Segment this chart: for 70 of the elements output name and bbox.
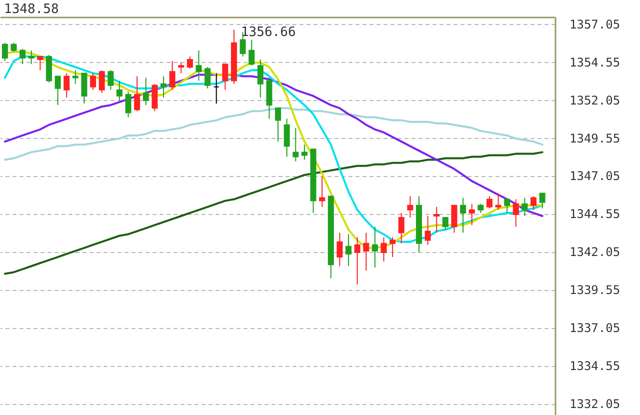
candlestick [152, 83, 158, 112]
candlestick [354, 236, 360, 285]
candlestick [336, 232, 343, 267]
candlestick [37, 56, 44, 71]
candlestick [460, 197, 466, 234]
line-series [4, 151, 544, 275]
candlestick [213, 72, 220, 104]
candlestick [116, 80, 122, 102]
y-tick-label: 1337.05 [570, 321, 620, 336]
y-tick-label: 1347.05 [570, 169, 620, 184]
candlestick [495, 192, 502, 210]
candlestick [478, 203, 484, 214]
candlestick [522, 197, 528, 216]
candlestick [442, 217, 448, 230]
candlestick [390, 236, 396, 258]
y-tick-label: 1357.05 [570, 17, 620, 32]
candlestick [134, 76, 140, 112]
y-tick-label: 1354.55 [570, 55, 620, 70]
candlestick [424, 216, 431, 246]
candlestick [186, 56, 193, 70]
candlestick [2, 42, 8, 62]
candlestick [398, 212, 404, 244]
candlestick [28, 50, 34, 65]
candlestick [108, 70, 114, 90]
candlestick [346, 234, 352, 267]
candlestick [20, 48, 26, 65]
y-tick-label: 1342.05 [570, 245, 620, 260]
candlestick [257, 59, 264, 98]
text: 1348.58 [4, 2, 59, 17]
candlestick [539, 192, 546, 209]
candlestick [142, 77, 149, 106]
candlestick [380, 236, 387, 262]
candlestick [363, 232, 370, 272]
candlestick [81, 72, 88, 104]
candlestick [275, 108, 282, 142]
line-series [4, 107, 544, 161]
candlestick [169, 60, 176, 90]
candlestick [319, 176, 326, 208]
candlestick [98, 70, 105, 94]
candlestick [486, 196, 492, 209]
annotation: 1356.66 [240, 24, 296, 40]
candlestick [284, 118, 290, 158]
candlestick [292, 127, 299, 162]
candlestick [64, 72, 70, 98]
candlestick [90, 72, 96, 90]
candlestick [222, 64, 228, 90]
candlestick [178, 62, 184, 74]
y-tick-label: 1349.55 [570, 131, 620, 146]
y-tick-label: 1344.55 [570, 207, 620, 222]
candlestick [125, 90, 132, 118]
candlestick [301, 144, 308, 160]
candlestick [407, 196, 414, 218]
y-tick-label: 1352.05 [570, 93, 620, 108]
candlestick [248, 39, 255, 66]
candlestick [504, 198, 510, 214]
candlestick [434, 206, 440, 234]
candlestick [512, 198, 519, 228]
candlestick [196, 50, 202, 82]
y-tick-label: 1332.05 [570, 397, 620, 412]
candlestick [372, 226, 378, 268]
candlestick [160, 76, 167, 98]
y-tick-label: 1334.55 [570, 359, 620, 374]
candlestick [54, 76, 61, 106]
candlestick [468, 203, 475, 226]
candlestick [530, 196, 537, 210]
candlestick [72, 70, 78, 84]
candlestick [204, 66, 211, 89]
y-tick-label: 1339.55 [570, 283, 620, 298]
candlestick [10, 42, 17, 52]
candlestick [451, 204, 458, 234]
